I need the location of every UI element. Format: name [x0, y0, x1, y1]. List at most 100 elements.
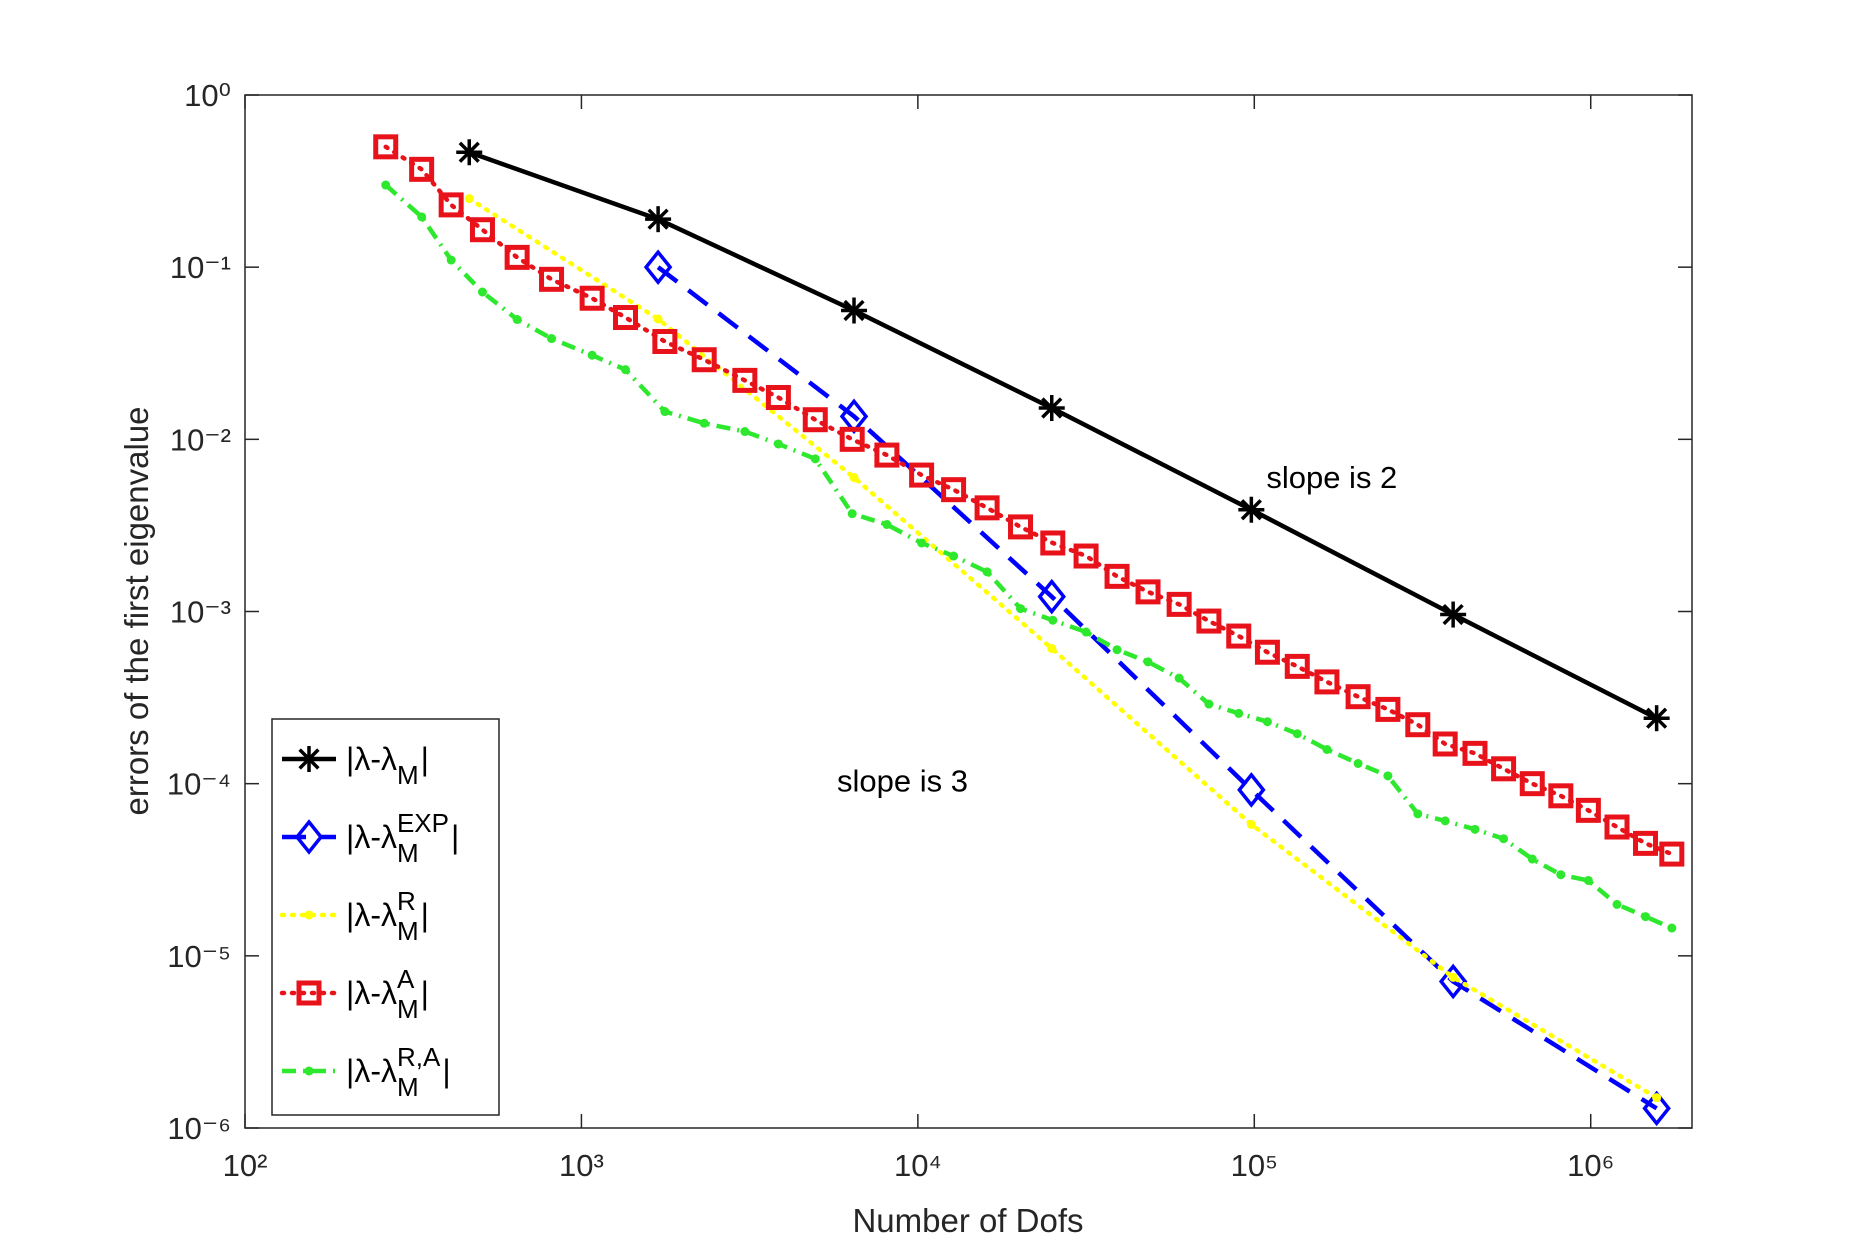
marker — [732, 367, 758, 393]
series-line — [656, 265, 1658, 1111]
marker-shape — [1659, 841, 1685, 867]
marker-shape — [652, 329, 678, 355]
marker — [882, 520, 892, 530]
marker-shape — [917, 538, 927, 548]
marker — [653, 314, 663, 324]
marker-shape — [1527, 854, 1537, 864]
marker — [1246, 819, 1256, 829]
marker-shape — [847, 509, 857, 519]
marker — [1238, 496, 1265, 523]
marker-shape — [1292, 729, 1302, 739]
marker-shape — [1237, 772, 1266, 808]
x-tick-label: 10² — [223, 1148, 268, 1183]
marker-shape — [1104, 563, 1130, 589]
marker-shape — [1226, 623, 1252, 649]
marker-shape — [1462, 740, 1488, 766]
marker-shape — [1322, 744, 1332, 754]
marker-shape — [1204, 699, 1214, 709]
marker — [1174, 673, 1184, 683]
legend-marker — [304, 1066, 314, 1076]
y-tick-label: 10⁻⁴ — [167, 767, 231, 802]
x-tick-label: 10³ — [559, 1148, 604, 1183]
marker-shape — [974, 495, 1000, 521]
marker-shape — [1519, 771, 1545, 797]
marker — [1519, 771, 1545, 797]
marker — [1262, 717, 1272, 727]
marker-shape — [1575, 797, 1601, 823]
y-tick-label: 10⁻⁶ — [167, 1111, 231, 1146]
marker-shape — [1652, 1093, 1662, 1103]
marker — [949, 551, 959, 561]
marker — [579, 285, 605, 311]
marker-shape — [373, 134, 399, 160]
marker-shape — [773, 439, 783, 449]
x-tick-label: 10⁵ — [1231, 1148, 1278, 1183]
marker-shape — [381, 180, 391, 190]
marker-shape — [1470, 824, 1480, 834]
marker-shape — [1047, 643, 1057, 653]
marker — [802, 407, 828, 433]
marker-stroke — [1041, 397, 1063, 419]
marker-shape — [1583, 875, 1593, 885]
marker — [909, 462, 935, 488]
marker — [1583, 875, 1593, 885]
marker-shape — [732, 367, 758, 393]
marker-shape — [1016, 604, 1026, 614]
y-axis-label: errors of the first eigenvalue — [118, 406, 155, 815]
marker — [660, 407, 670, 417]
marker-shape — [699, 418, 709, 428]
marker — [849, 473, 859, 483]
marker-stroke — [458, 141, 480, 163]
marker — [539, 266, 565, 292]
marker-stroke — [1442, 603, 1464, 626]
marker-shape — [409, 156, 435, 182]
marker — [1491, 756, 1517, 782]
marker-shape — [1246, 819, 1256, 829]
marker — [773, 439, 783, 449]
marker — [1448, 972, 1458, 982]
marker — [1104, 563, 1130, 589]
marker-stroke — [843, 299, 865, 322]
marker — [1642, 1090, 1671, 1127]
marker-shape — [941, 477, 967, 503]
marker — [1284, 653, 1310, 679]
marker-shape — [909, 462, 935, 488]
marker-shape — [1037, 578, 1066, 615]
marker — [645, 206, 672, 233]
marker-shape — [982, 567, 992, 577]
marker — [417, 212, 427, 222]
marker-shape — [882, 520, 892, 530]
marker — [1292, 729, 1302, 739]
marker — [1353, 758, 1363, 768]
marker — [847, 509, 857, 519]
marker-shape — [653, 314, 663, 324]
marker — [504, 244, 530, 270]
marker — [1438, 963, 1468, 1000]
marker-shape — [1499, 834, 1509, 844]
marker — [841, 297, 868, 324]
marker-shape — [1040, 530, 1066, 556]
marker — [1081, 627, 1091, 637]
marker — [941, 477, 967, 503]
marker — [612, 305, 638, 331]
marker — [874, 442, 900, 468]
marker — [982, 567, 992, 577]
legend-label: |λ-λMEXP| — [346, 808, 459, 868]
marker — [620, 365, 630, 375]
marker — [1499, 834, 1509, 844]
x-axis-label: Number of Dofs — [852, 1202, 1083, 1239]
marker-shape — [1375, 696, 1401, 722]
marker-shape — [660, 407, 670, 417]
marker-shape — [1345, 684, 1371, 710]
marker-shape — [587, 350, 597, 360]
marker-shape — [1262, 717, 1272, 727]
marker-shape — [1440, 816, 1450, 826]
marker-shape — [620, 365, 630, 375]
marker-shape — [1405, 712, 1431, 738]
x-tick-label: 10⁴ — [894, 1148, 942, 1183]
legend-marker — [296, 980, 322, 1006]
marker-shape — [296, 980, 322, 1006]
marker-shape — [1604, 814, 1630, 840]
marker-shape — [1438, 963, 1468, 1000]
legend-label: |λ-λMR,A| — [346, 1042, 451, 1102]
